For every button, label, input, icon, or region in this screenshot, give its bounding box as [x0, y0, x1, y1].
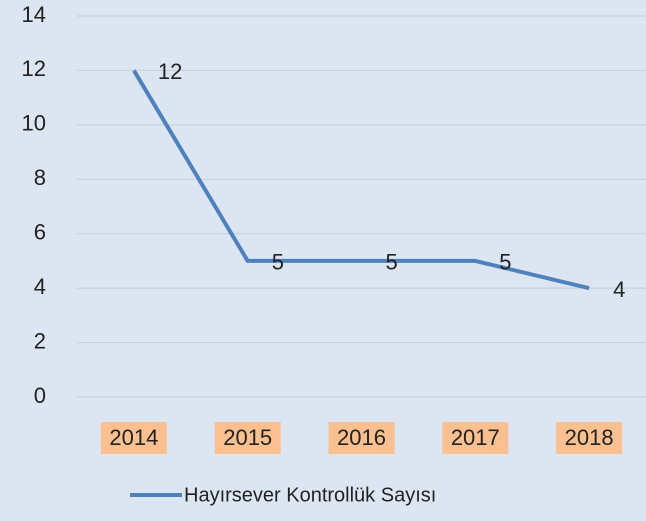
x-tick-label-background: [442, 422, 509, 454]
x-tick-label-background: [100, 422, 167, 454]
line: [132, 69, 590, 291]
data-label: 12: [158, 59, 182, 84]
y-tick-label: 6: [34, 220, 46, 245]
x-tick-label: 2018: [565, 425, 614, 450]
legend-label: Hayırsever Kontrollük Sayısı: [184, 484, 436, 506]
y-tick-label: 8: [34, 165, 46, 190]
y-tick-label: 14: [22, 2, 46, 27]
y-tick-label: 10: [22, 111, 46, 136]
x-tick-label-background: [556, 422, 623, 454]
y-tick-label: 12: [22, 56, 46, 81]
data-label: 5: [272, 250, 284, 275]
x-tick-label: 2017: [451, 425, 500, 450]
y-tick-label: 0: [34, 383, 46, 408]
x-tick-label: 2014: [109, 425, 158, 450]
y-tick-label: 2: [34, 328, 46, 353]
data-label: 5: [386, 250, 398, 275]
x-tick-label: 2016: [337, 425, 386, 450]
x-tick-label: 2015: [223, 425, 272, 450]
x-tick-label-background: [328, 422, 395, 454]
x-tick-label-background: [214, 422, 281, 454]
data-label: 4: [613, 277, 625, 302]
data-label: 5: [499, 250, 511, 275]
y-tick-label: 4: [34, 274, 46, 299]
